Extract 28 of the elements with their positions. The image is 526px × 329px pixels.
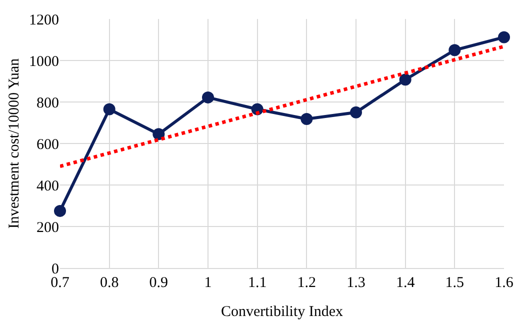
point (399, 74, 412, 86)
x-tick-label: 1.3 (346, 275, 366, 291)
y-tick-label: 800 (36, 95, 59, 112)
x-tick-label: 1 (204, 275, 212, 291)
x-tick-label: 1.4 (396, 275, 416, 291)
y-tick-label: 600 (36, 136, 59, 153)
y-tick-label: 1000 (29, 54, 59, 70)
x-tick-label: 0.8 (100, 275, 119, 291)
y-axis-title: Investment cost/10000 Yuan (6, 58, 22, 229)
x-axis-title: Convertibility Index (220, 304, 344, 320)
point (300, 113, 313, 126)
point (202, 91, 214, 104)
x-tick-label: 1.6 (494, 275, 514, 291)
y-tick-label: 200 (36, 220, 59, 236)
x-tick-label: 1.5 (445, 275, 464, 291)
x-tick-label: 0.7 (50, 275, 70, 291)
point (103, 103, 116, 116)
y-tick-label: 400 (36, 178, 59, 194)
x-tick-label: 0.9 (149, 275, 168, 291)
point (498, 31, 510, 44)
y-tick-label: 1200 (29, 12, 59, 28)
point (152, 128, 165, 140)
y-tick-label: 0 (52, 261, 59, 278)
x-tick-label: 1.2 (297, 275, 316, 291)
x-tick-label: 1.1 (248, 275, 267, 291)
point (350, 106, 362, 118)
point (54, 204, 66, 217)
point (448, 44, 461, 56)
